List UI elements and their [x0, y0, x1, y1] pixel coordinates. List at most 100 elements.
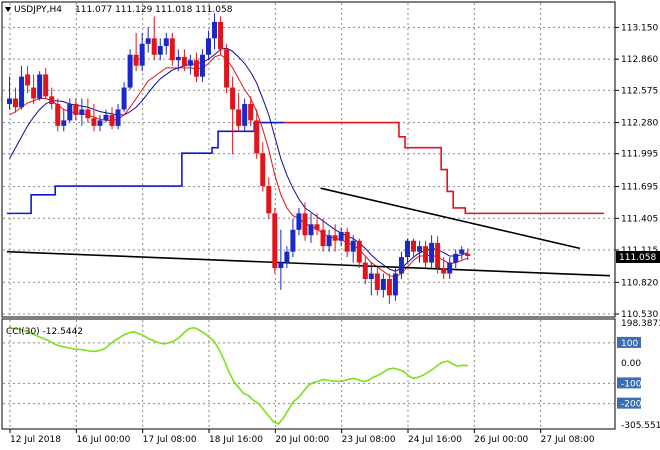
time-tick-label: 17 Jul 08:00 [143, 435, 197, 445]
cci-level-label: -200 [621, 400, 642, 410]
candle-body [121, 87, 127, 110]
candle-body [296, 213, 302, 230]
candle-body [85, 109, 91, 119]
candle-body [435, 242, 441, 269]
candle-body [453, 253, 459, 263]
candle-body [218, 21, 224, 50]
channel-lines [7, 121, 604, 215]
candle-body [344, 231, 350, 252]
candle-body [205, 38, 211, 55]
price-axis: 113.150 112.860 112.575 112.280 111.995 111.6… [615, 23, 658, 320]
red-channel-line [284, 121, 604, 215]
price-tick-label: 113.150 [621, 23, 658, 33]
time-tick-label: 23 Jul 08:00 [342, 435, 396, 445]
candle-body [392, 273, 398, 296]
candle-body [109, 114, 115, 126]
cci-level-badge [617, 397, 641, 409]
candle-body [441, 268, 447, 274]
candle-body [386, 278, 392, 296]
candle-body [61, 120, 67, 126]
time-tick-label: 26 Jul 00:00 [474, 435, 528, 445]
candle-body [37, 74, 43, 99]
ohlc-header: 111.077 111.129 111.018 111.058 [75, 5, 233, 15]
candle-body [133, 54, 139, 66]
candle-body [248, 103, 254, 121]
time-tick-label: 16 Jul 00:00 [76, 435, 130, 445]
candle-body [199, 54, 205, 77]
candle-body [326, 235, 332, 247]
last-price-label: 111.058 [619, 253, 656, 263]
time-tick-label: 12 Jul 2018 [10, 435, 61, 445]
price-tick-label: 110.530 [621, 310, 658, 320]
cci-level-label: 100 [621, 339, 638, 349]
trendline [6, 250, 611, 277]
candle-body [73, 103, 79, 115]
candle-body [308, 224, 314, 236]
trendlines [6, 187, 611, 277]
cci-level-label: -100 [621, 379, 642, 389]
price-tick-label: 111.405 [621, 214, 658, 224]
cci-plot-frame [1, 318, 616, 430]
candle-body [103, 114, 109, 121]
symbol-header: USDJPY,H4 [14, 5, 62, 15]
price-tick-label: 111.695 [621, 183, 658, 193]
candle-body [193, 60, 199, 77]
candle-body [43, 74, 49, 97]
candle-body [374, 273, 380, 290]
candle-body [423, 246, 429, 263]
candle-body [447, 262, 453, 274]
candle-body [97, 120, 103, 126]
cci-level-badge [617, 336, 641, 348]
price-tick-label: 112.860 [621, 55, 658, 65]
candle-body [19, 76, 25, 108]
candle-body [260, 153, 266, 187]
candle-body [67, 103, 73, 121]
main-plot-frame [1, 1, 616, 318]
candle-body [368, 273, 374, 279]
price-tick-label: 111.995 [621, 150, 658, 160]
candle-body [212, 21, 218, 39]
candle-body [115, 109, 121, 126]
candle-body [429, 242, 435, 263]
candle-body [187, 60, 193, 66]
candle-body [417, 246, 423, 252]
candle-body [163, 38, 169, 47]
candle-body [356, 240, 362, 263]
candle-body [338, 231, 344, 241]
candle-body [350, 240, 356, 252]
candle-body [139, 43, 145, 66]
time-tick-label: 27 Jul 08:00 [541, 435, 595, 445]
candle-body [169, 38, 175, 61]
candle-body [332, 235, 338, 241]
candle-body [398, 257, 404, 274]
candle-body [181, 56, 187, 66]
main-grid [3, 3, 614, 316]
candle-body [25, 74, 31, 86]
cci-line [9, 326, 468, 425]
price-tick-label: 110.820 [621, 278, 658, 288]
candle-body [272, 213, 278, 269]
candle-body [362, 262, 368, 279]
candle-body [31, 87, 37, 99]
collapse-triangle-icon[interactable] [5, 7, 11, 12]
candle-body [175, 56, 181, 61]
candle-body [266, 186, 272, 214]
cci-tick-label: 198.3873 [621, 319, 660, 329]
candle-body [242, 103, 248, 126]
time-tick-label: 20 Jul 00:00 [275, 435, 329, 445]
candle-body [127, 54, 133, 88]
candle-body [7, 98, 12, 104]
candle-body [79, 109, 85, 115]
cci-level-badge [617, 377, 641, 389]
cci-header: CCI(30) -12.5442 [6, 327, 83, 337]
candle-body [151, 38, 157, 55]
blue-channel-line [7, 121, 285, 215]
candle-body [465, 253, 471, 257]
candle-body [411, 240, 417, 252]
candle-body [91, 118, 97, 126]
candle-body [284, 251, 290, 263]
candle-body [404, 240, 410, 258]
candle-body [320, 229, 326, 247]
